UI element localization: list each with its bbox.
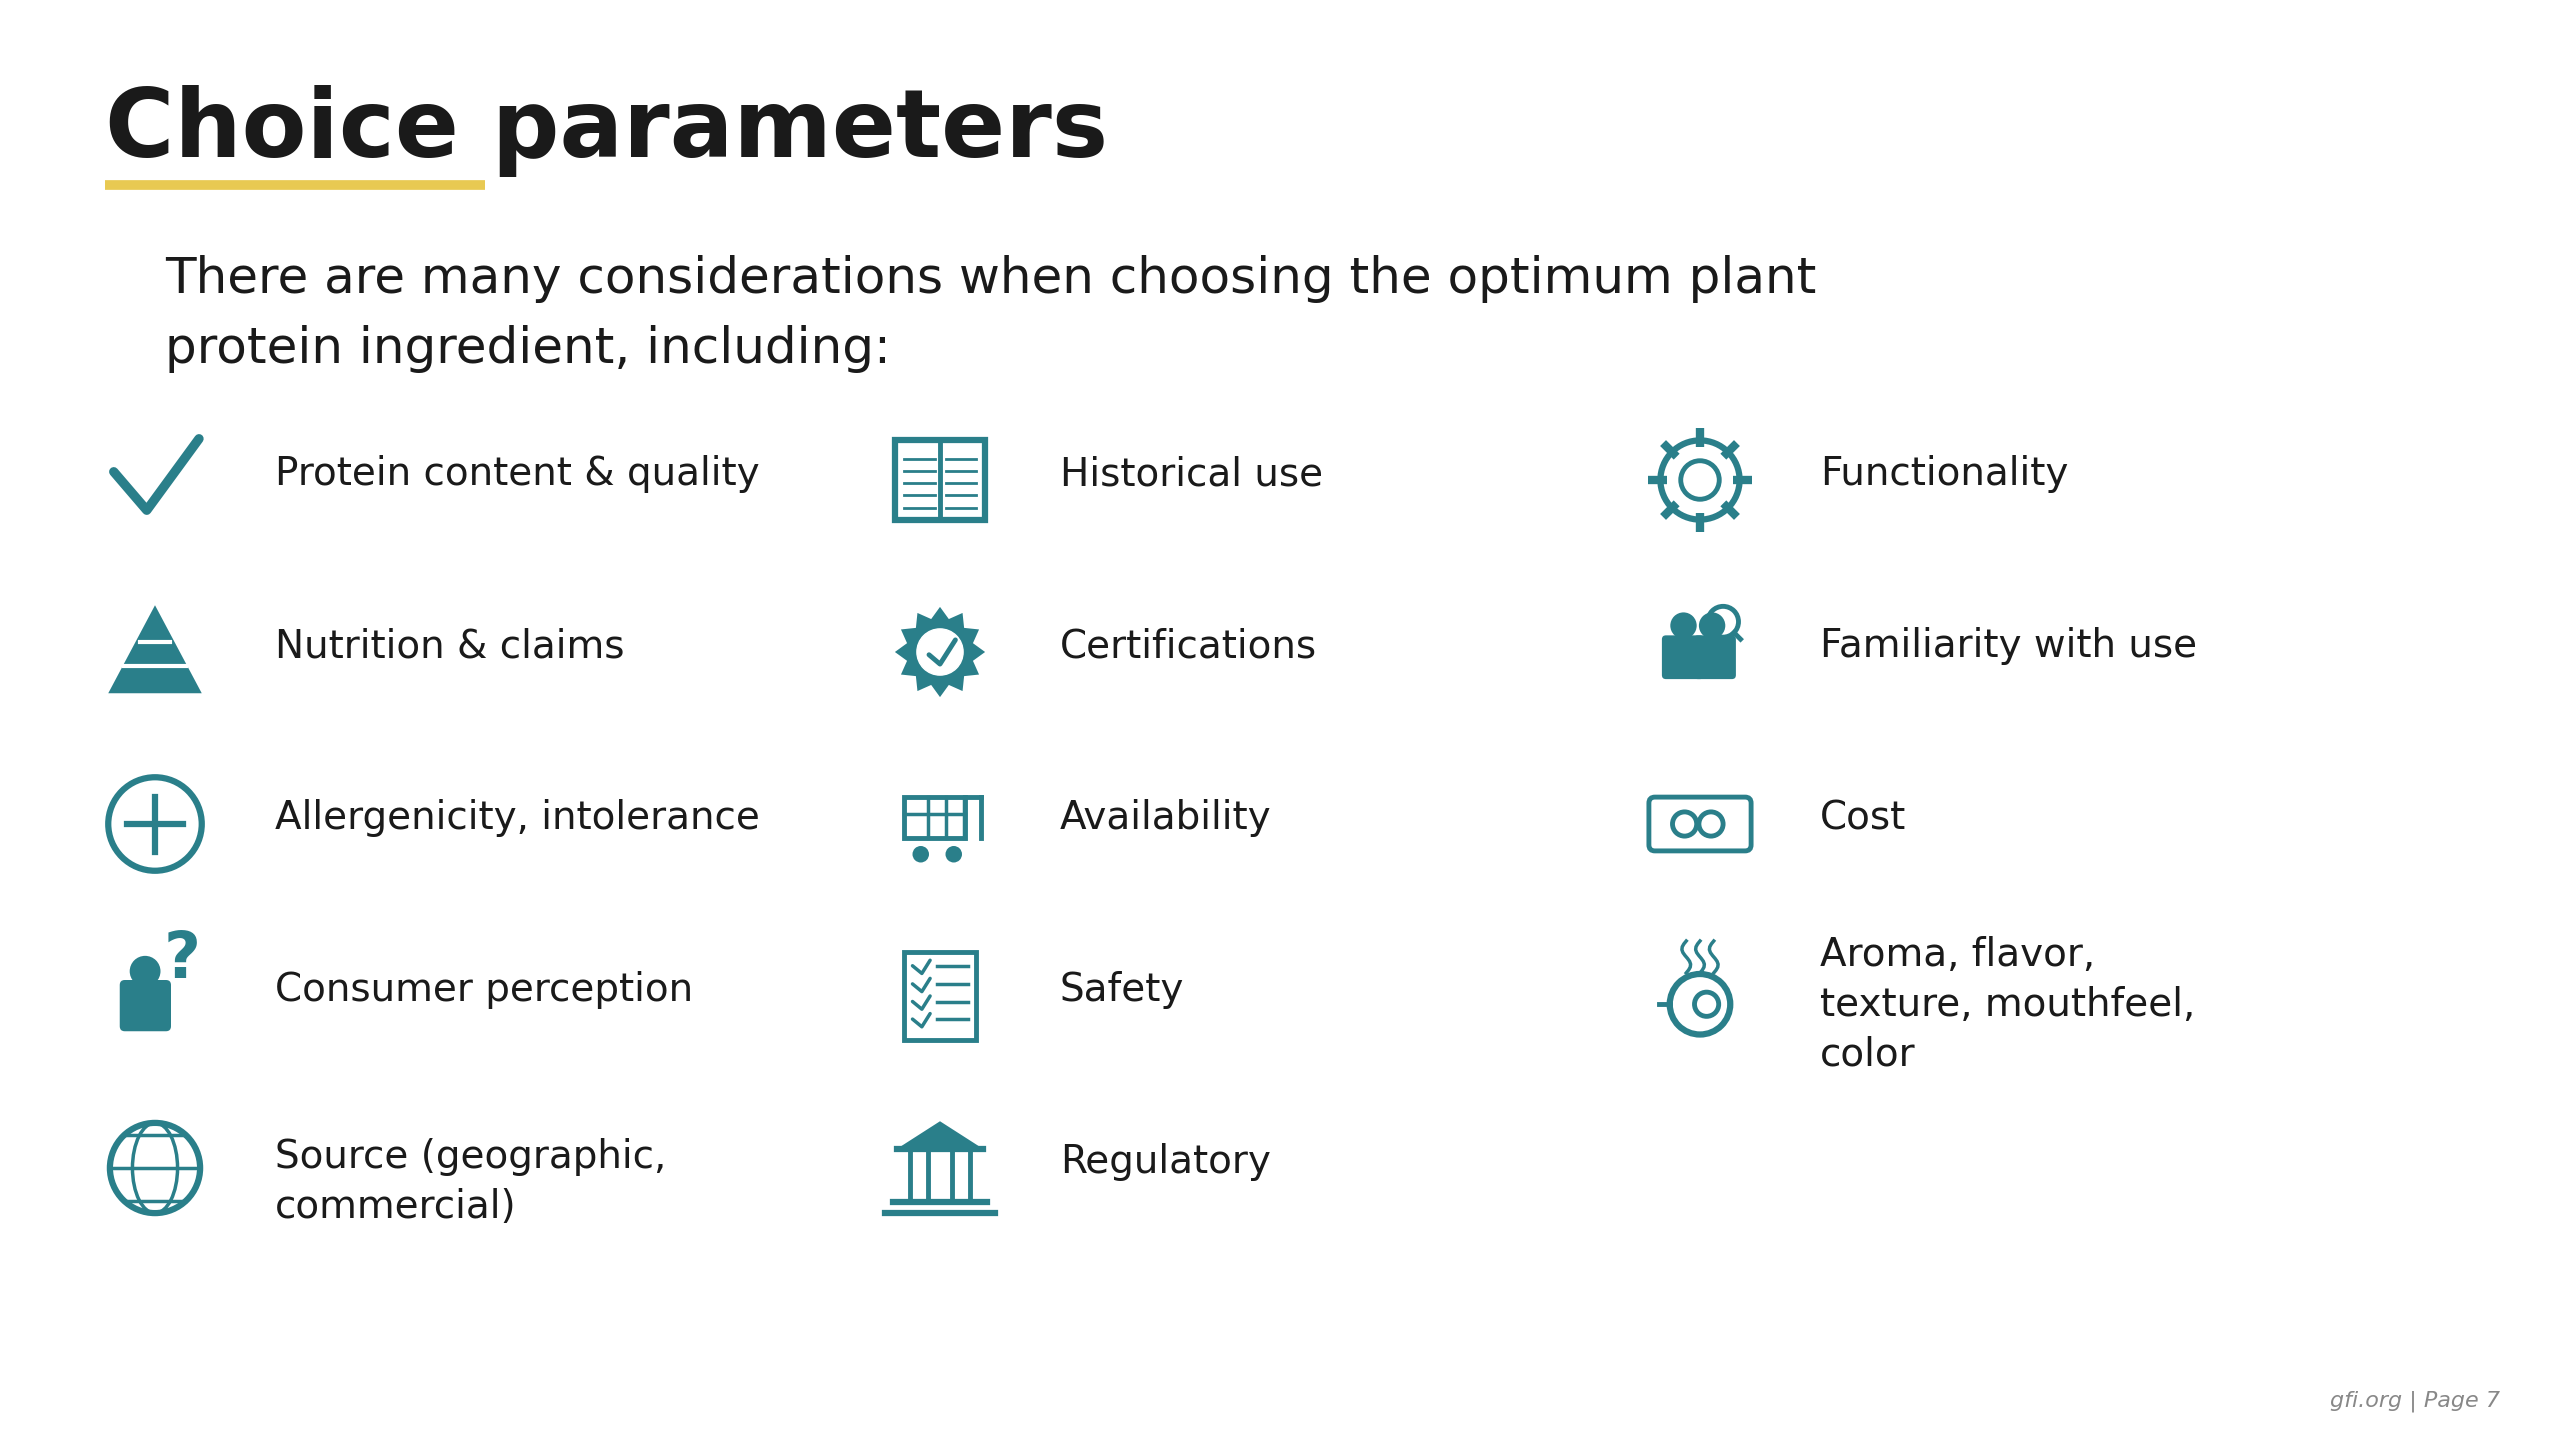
Text: Certifications: Certifications xyxy=(1060,626,1318,665)
Polygon shape xyxy=(896,606,986,697)
Text: protein ingredient, including:: protein ingredient, including: xyxy=(164,325,891,373)
Polygon shape xyxy=(896,1122,983,1149)
Text: There are many considerations when choosing the optimum plant: There are many considerations when choos… xyxy=(164,255,1818,302)
Text: gfi.org | Page 7: gfi.org | Page 7 xyxy=(2330,1391,2501,1413)
Circle shape xyxy=(1700,612,1725,639)
Text: Safety: Safety xyxy=(1060,971,1185,1009)
Text: ?: ? xyxy=(164,929,202,991)
FancyBboxPatch shape xyxy=(120,981,172,1031)
Circle shape xyxy=(945,845,963,863)
Text: Nutrition & claims: Nutrition & claims xyxy=(274,626,625,665)
Circle shape xyxy=(916,629,963,675)
Circle shape xyxy=(131,956,161,986)
Text: Familiarity with use: Familiarity with use xyxy=(1820,626,2196,665)
Text: Choice parameters: Choice parameters xyxy=(105,85,1108,177)
FancyBboxPatch shape xyxy=(1661,635,1705,680)
Text: Functionality: Functionality xyxy=(1820,455,2068,492)
Text: Allergenicity, intolerance: Allergenicity, intolerance xyxy=(274,799,760,837)
Text: Aroma, flavor,
texture, mouthfeel,
color: Aroma, flavor, texture, mouthfeel, color xyxy=(1820,936,2196,1074)
Circle shape xyxy=(911,845,929,863)
Text: Source (geographic,
commercial): Source (geographic, commercial) xyxy=(274,1138,666,1225)
Text: Availability: Availability xyxy=(1060,799,1272,837)
Polygon shape xyxy=(108,605,202,693)
Text: Historical use: Historical use xyxy=(1060,455,1324,492)
Text: Consumer perception: Consumer perception xyxy=(274,971,694,1009)
Text: Protein content & quality: Protein content & quality xyxy=(274,455,760,492)
Text: Regulatory: Regulatory xyxy=(1060,1143,1270,1181)
Text: Cost: Cost xyxy=(1820,799,1907,837)
FancyBboxPatch shape xyxy=(1695,635,1736,680)
Circle shape xyxy=(1669,612,1697,639)
Circle shape xyxy=(1682,461,1720,500)
